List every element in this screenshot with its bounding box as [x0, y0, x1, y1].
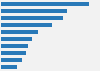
- Bar: [1, 51, 26, 55]
- Bar: [1, 58, 22, 62]
- Bar: [1, 2, 89, 6]
- Bar: [1, 9, 67, 13]
- Bar: [1, 37, 32, 41]
- Bar: [1, 16, 64, 20]
- Bar: [1, 65, 17, 69]
- Bar: [1, 44, 28, 48]
- Bar: [1, 30, 38, 34]
- Bar: [1, 23, 52, 27]
